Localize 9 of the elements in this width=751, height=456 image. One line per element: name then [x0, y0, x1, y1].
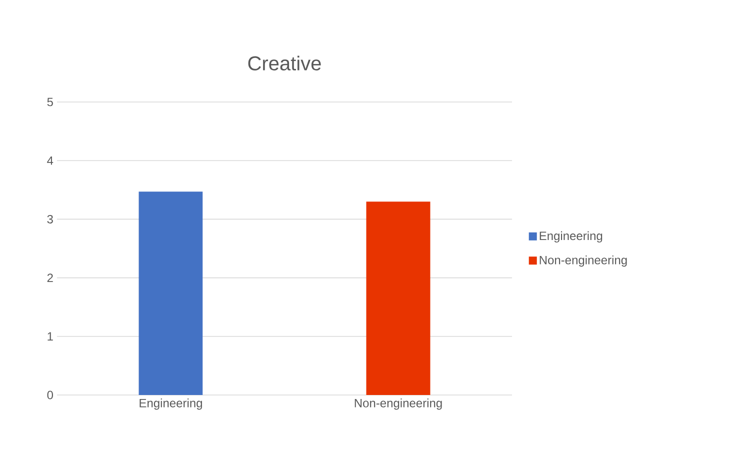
- y-tick-label: 2: [47, 274, 53, 282]
- y-tick-label: 0: [47, 390, 54, 400]
- y-tick-label: 4: [47, 156, 54, 165]
- y-tick-label: 5: [47, 98, 53, 106]
- y-tick-label: 3: [47, 214, 53, 224]
- legend-label: Engineering: [540, 231, 602, 242]
- chart-title: Creative: [248, 56, 321, 70]
- legend-label: Non-engineering: [540, 256, 627, 267]
- y-tick-label: 1: [48, 332, 53, 341]
